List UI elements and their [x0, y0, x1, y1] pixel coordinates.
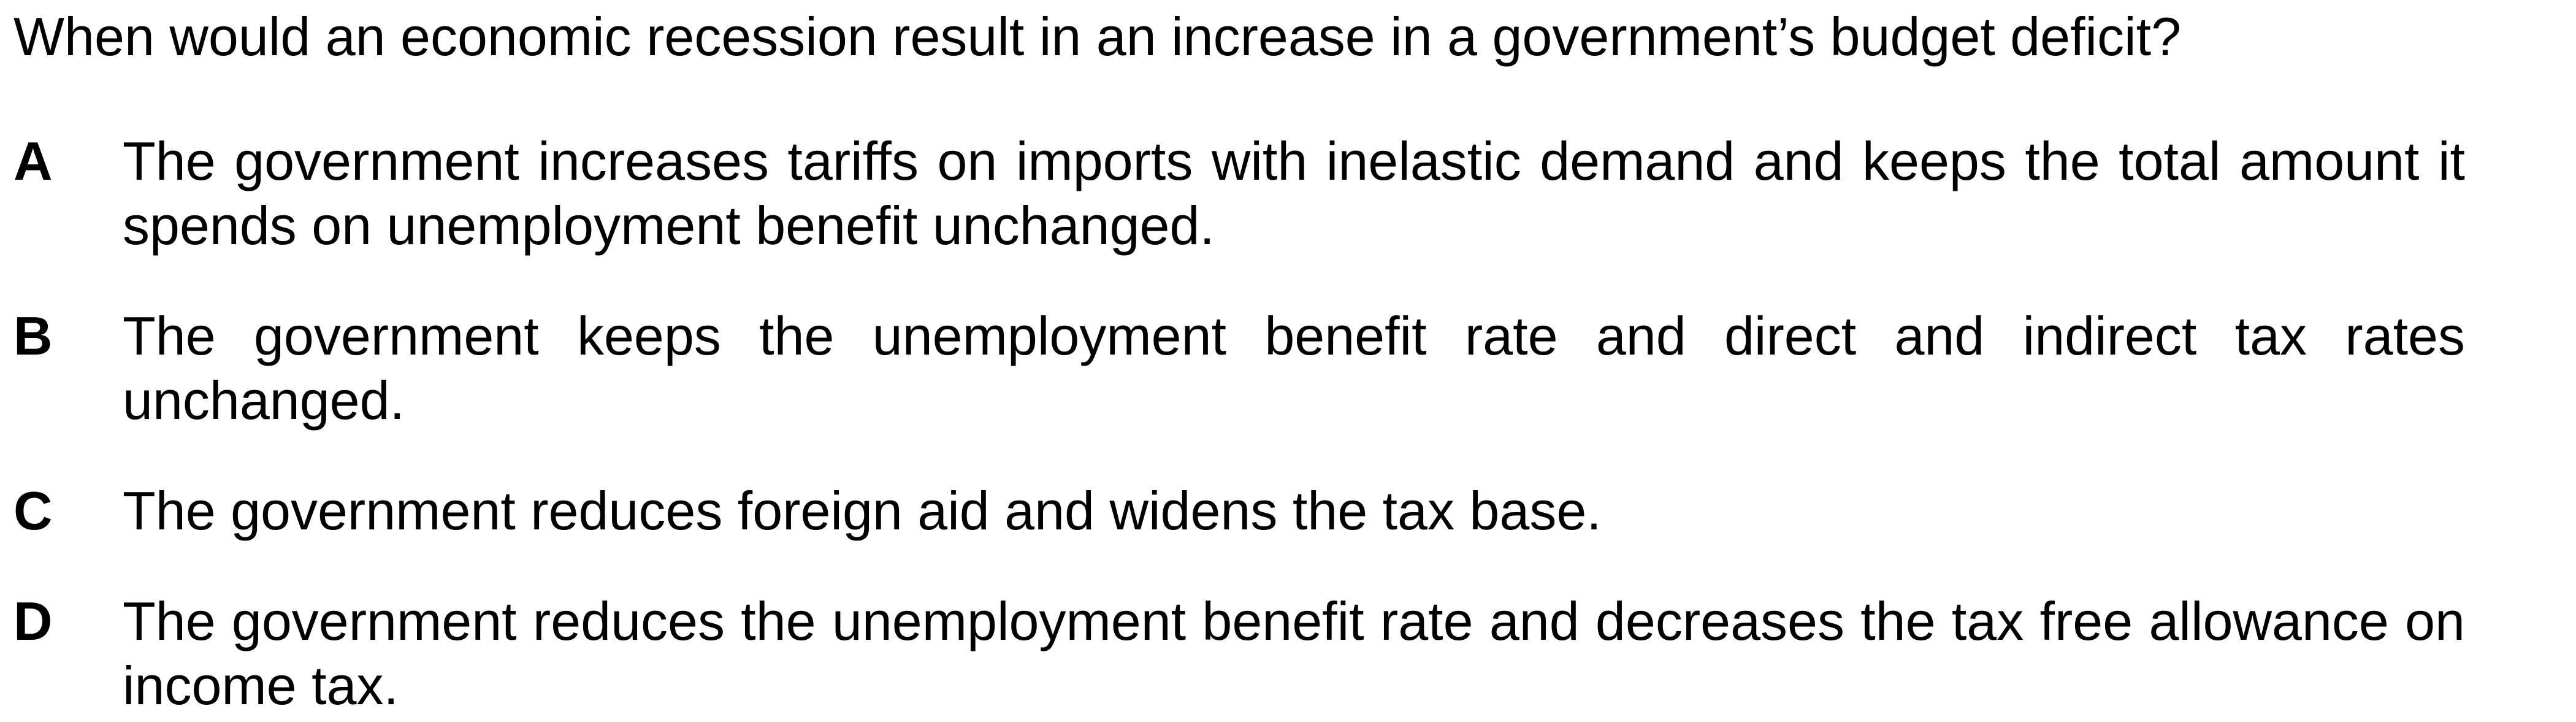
option-b-text: The government keeps the unemployment be…: [123, 305, 2465, 431]
option-b-letter: B: [13, 305, 53, 366]
option-a-letter: A: [13, 131, 53, 191]
option-d-letter: D: [13, 591, 53, 651]
option-c-letter: C: [13, 480, 53, 541]
option-a-text: The government increases tariffs on impo…: [123, 131, 2465, 256]
option-d-text: The government reduces the unemployment …: [123, 591, 2465, 716]
option-c-text: The government reduces foreign aid and w…: [123, 480, 1602, 541]
question-text: When would an economic recession result …: [13, 6, 2182, 67]
